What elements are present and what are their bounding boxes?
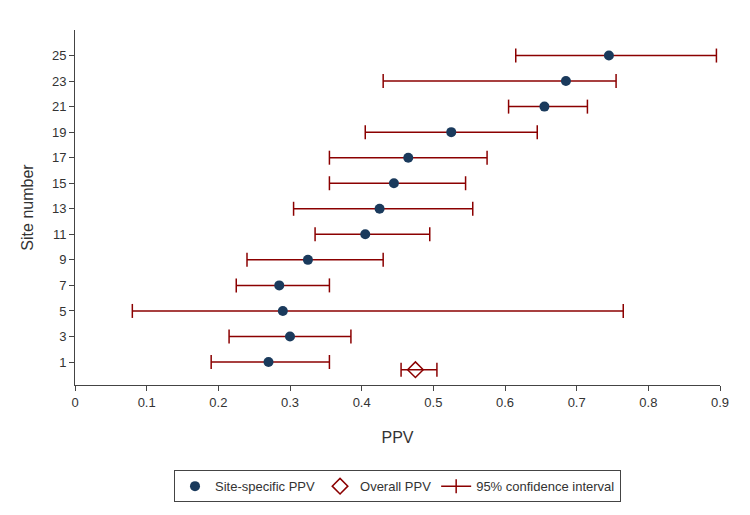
- svg-text:0.6: 0.6: [496, 395, 514, 410]
- svg-text:15: 15: [52, 176, 66, 191]
- svg-text:0.1: 0.1: [138, 395, 156, 410]
- svg-text:17: 17: [52, 150, 66, 165]
- svg-text:0.2: 0.2: [209, 395, 227, 410]
- svg-text:0: 0: [71, 395, 78, 410]
- svg-text:7: 7: [59, 278, 66, 293]
- svg-text:0.8: 0.8: [639, 395, 657, 410]
- svg-text:9: 9: [59, 252, 66, 267]
- svg-text:25: 25: [52, 48, 66, 63]
- svg-text:1: 1: [59, 355, 66, 370]
- svg-text:21: 21: [52, 99, 66, 114]
- svg-text:Site number: Site number: [19, 164, 36, 251]
- svg-text:11: 11: [53, 227, 67, 242]
- svg-text:PPV: PPV: [381, 429, 413, 446]
- svg-text:3: 3: [59, 329, 66, 344]
- svg-text:0.3: 0.3: [281, 395, 299, 410]
- svg-text:0.4: 0.4: [353, 395, 371, 410]
- svg-text:23: 23: [52, 74, 66, 89]
- svg-text:Overall PPV: Overall PPV: [360, 479, 431, 494]
- svg-text:0.7: 0.7: [568, 395, 586, 410]
- svg-text:13: 13: [52, 201, 66, 216]
- svg-text:19: 19: [52, 125, 66, 140]
- svg-text:95% confidence interval: 95% confidence interval: [476, 479, 614, 494]
- svg-text:Site-specific PPV: Site-specific PPV: [215, 479, 315, 494]
- svg-text:5: 5: [59, 303, 66, 318]
- svg-text:0.9: 0.9: [711, 395, 729, 410]
- svg-text:0.5: 0.5: [424, 395, 442, 410]
